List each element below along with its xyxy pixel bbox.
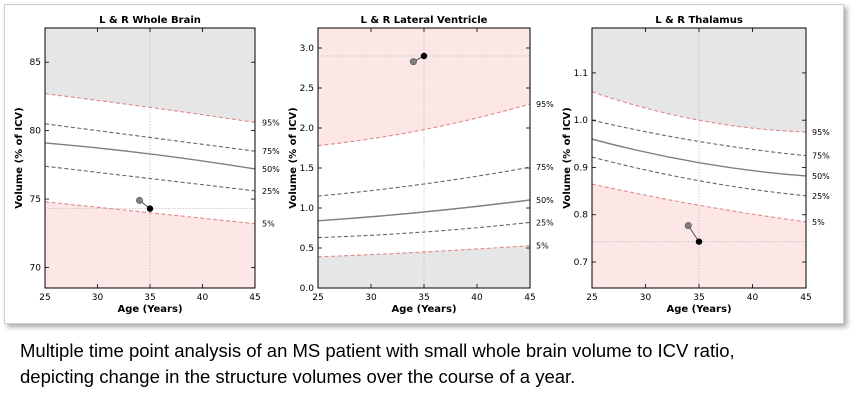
percentile-label: 95%: [262, 118, 280, 127]
plot-area: [318, 28, 530, 288]
percentile-label: 50%: [812, 172, 830, 181]
y-axis-label: Volume (% of ICV): [562, 107, 573, 208]
upper-band: [318, 28, 530, 146]
x-tick-label: 40: [471, 293, 483, 303]
x-tick-label: 35: [144, 293, 155, 303]
plot-area: [592, 28, 806, 288]
percentile-line-50: [592, 138, 806, 177]
percentile-label: 50%: [536, 196, 554, 205]
y-tick-label: 0.8: [574, 211, 589, 221]
patient-point-second: [695, 238, 703, 245]
upper-band: [45, 28, 255, 123]
percentile-label: 50%: [262, 165, 280, 174]
x-axis-label: Age (Years): [666, 304, 731, 315]
y-tick-label: 2.0: [300, 124, 315, 134]
percentile-label: 25%: [812, 192, 830, 201]
y-tick-label: 0.7: [574, 258, 588, 268]
percentile-line-5: [592, 183, 806, 223]
lower-band: [318, 245, 530, 288]
y-tick-label: 1.5: [300, 164, 314, 174]
y-tick-label: 70: [30, 263, 42, 273]
y-axis-label: Volume (% of ICV): [288, 107, 299, 208]
patient-point-second: [146, 205, 154, 212]
percentile-label: 5%: [536, 242, 549, 251]
percentile-label: 75%: [536, 163, 554, 172]
caption-line-1: Multiple time point analysis of an MS pa…: [20, 340, 735, 361]
x-tick-label: 35: [418, 293, 429, 303]
y-tick-label: 80: [30, 127, 42, 137]
percentile-label: 5%: [812, 218, 825, 227]
percentile-line-75: [592, 119, 806, 157]
y-axis-label: Volume (% of ICV): [14, 107, 25, 208]
x-tick-label: 40: [197, 293, 209, 303]
percentile-line-75: [318, 166, 530, 197]
x-tick-label: 45: [800, 293, 811, 303]
figure-caption: Multiple time point analysis of an MS pa…: [20, 338, 840, 390]
patient-point-second: [420, 52, 428, 60]
percentile-line-95: [592, 91, 806, 133]
x-axis-label: Age (Years): [117, 304, 182, 315]
x-tick-label: 45: [524, 293, 535, 303]
x-tick-label: 25: [312, 293, 323, 303]
percentile-line-95: [45, 93, 255, 123]
chart-title: L & R Lateral Ventricle: [361, 15, 488, 26]
percentile-line-5: [45, 201, 255, 225]
y-tick-label: 1.0: [300, 204, 315, 214]
y-tick-label: 1.1: [574, 69, 588, 79]
x-tick-label: 30: [365, 293, 377, 303]
chart-panel-3: 25 30 35 40 45 0.7 0.8 0.9 1.0 1.1 95% 75% 50% 25% 5% L…: [562, 15, 830, 315]
percentile-line-75: [45, 123, 255, 152]
patient-point-first: [684, 222, 692, 230]
y-tick-label: 75: [30, 195, 41, 205]
y-tick-label: 1.0: [574, 116, 589, 126]
percentile-line-25: [45, 165, 255, 192]
percentile-label: 75%: [262, 147, 280, 156]
chart-title: L & R Whole Brain: [99, 15, 201, 26]
x-tick-label: 45: [249, 293, 260, 303]
x-tick-label: 25: [39, 293, 50, 303]
percentile-line-5: [318, 245, 530, 258]
y-tick-label: 85: [30, 58, 41, 68]
percentile-label: 75%: [812, 152, 830, 161]
plot-area: [45, 28, 255, 288]
y-tick-label: 2.5: [300, 84, 314, 94]
patient-point-first: [409, 58, 417, 66]
y-tick-label: 0.0: [300, 284, 315, 294]
chart-panel-2: 25 30 35 40 45 0.0 0.5 1.0 1.5 2.0 2.5 3.0 95% 75% 50%…: [288, 15, 554, 315]
percentile-label: 95%: [812, 128, 830, 137]
x-axis-label: Age (Years): [391, 304, 456, 315]
percentile-line-25: [318, 221, 530, 239]
y-tick-label: 0.9: [574, 163, 589, 173]
charts-figure: 25 30 35 40 45 70 75 80 85 95% 75% 50% 25% 5% L & R Wh…: [14, 15, 830, 315]
x-tick-label: 30: [640, 293, 652, 303]
percentile-label: 95%: [536, 100, 554, 109]
percentile-line-50: [318, 199, 530, 222]
percentile-line-95: [318, 103, 530, 147]
x-tick-label: 35: [693, 293, 704, 303]
x-tick-label: 25: [586, 293, 597, 303]
x-tick-label: 30: [92, 293, 104, 303]
chart-panel-1: 25 30 35 40 45 70 75 80 85 95% 75% 50% 25% 5% L & R Wh…: [14, 15, 280, 315]
y-tick-label: 3.0: [300, 44, 315, 54]
percentile-line-25: [592, 156, 806, 197]
percentile-label: 25%: [536, 218, 554, 227]
chart-title: L & R Thalamus: [655, 15, 743, 26]
percentile-line-50: [45, 142, 255, 170]
percentile-label: 5%: [262, 220, 275, 229]
caption-line-2: depicting change in the structure volume…: [20, 366, 576, 387]
x-tick-label: 40: [747, 293, 759, 303]
patient-point-first: [136, 196, 144, 204]
percentile-label: 25%: [262, 187, 280, 196]
y-tick-label: 0.5: [300, 244, 314, 254]
